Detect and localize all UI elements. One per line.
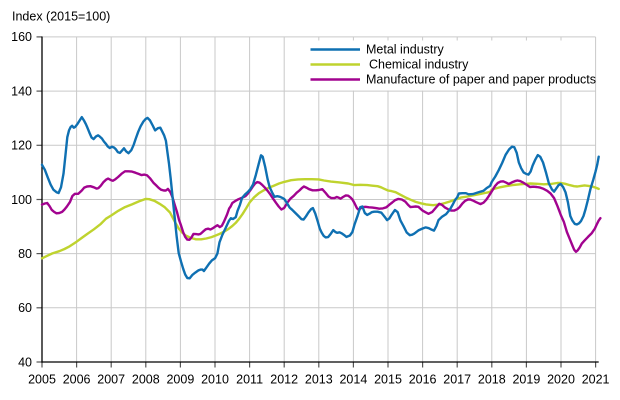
svg-text:40: 40 bbox=[18, 355, 32, 369]
svg-text:Chemical industry: Chemical industry bbox=[369, 58, 469, 72]
svg-text:2011: 2011 bbox=[236, 373, 263, 387]
svg-text:60: 60 bbox=[18, 301, 32, 315]
svg-text:2006: 2006 bbox=[63, 373, 91, 387]
svg-text:2017: 2017 bbox=[443, 373, 471, 387]
svg-text:2014: 2014 bbox=[339, 373, 367, 387]
svg-text:2008: 2008 bbox=[132, 373, 160, 387]
svg-text:Manufacture of paper and paper: Manufacture of paper and paper products bbox=[366, 73, 596, 87]
svg-text:Index (2015=100): Index (2015=100) bbox=[12, 10, 110, 24]
svg-text:2019: 2019 bbox=[512, 373, 540, 387]
svg-text:120: 120 bbox=[11, 139, 32, 153]
svg-text:2005: 2005 bbox=[28, 373, 56, 387]
svg-text:2010: 2010 bbox=[201, 373, 229, 387]
svg-text:2013: 2013 bbox=[305, 373, 333, 387]
svg-text:100: 100 bbox=[11, 193, 32, 207]
svg-text:2021: 2021 bbox=[582, 373, 610, 387]
svg-text:Metal industry: Metal industry bbox=[366, 43, 445, 57]
svg-text:2015: 2015 bbox=[374, 373, 402, 387]
svg-text:80: 80 bbox=[18, 247, 32, 261]
svg-text:2007: 2007 bbox=[97, 373, 125, 387]
svg-text:2016: 2016 bbox=[409, 373, 437, 387]
svg-text:140: 140 bbox=[11, 84, 32, 98]
svg-text:160: 160 bbox=[11, 30, 32, 44]
svg-text:2009: 2009 bbox=[166, 373, 194, 387]
svg-text:2020: 2020 bbox=[547, 373, 575, 387]
svg-text:2018: 2018 bbox=[478, 373, 506, 387]
svg-text:2012: 2012 bbox=[270, 373, 298, 387]
